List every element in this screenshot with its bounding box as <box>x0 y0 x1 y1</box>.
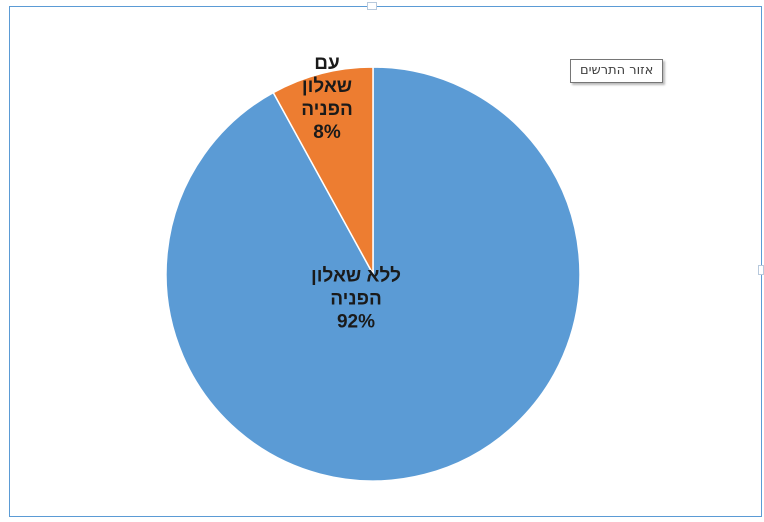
slice-label-1: עם <box>314 53 339 74</box>
slice-value-label-1: 8% <box>313 122 341 143</box>
chart-area-tooltip: אזור התרשים <box>570 59 664 83</box>
slice-label-1: שאלון <box>302 76 352 97</box>
resize-handle-top[interactable] <box>367 2 377 10</box>
slice-label-0: ללא שאלון <box>311 266 401 287</box>
tooltip-text: אזור התרשים <box>580 63 654 78</box>
slice-label-0: הפניה <box>330 289 382 310</box>
slice-value-label-0: 92% <box>337 312 375 333</box>
slice-label-1: הפניה <box>301 99 353 120</box>
pie-slice-1[interactable] <box>272 66 374 275</box>
